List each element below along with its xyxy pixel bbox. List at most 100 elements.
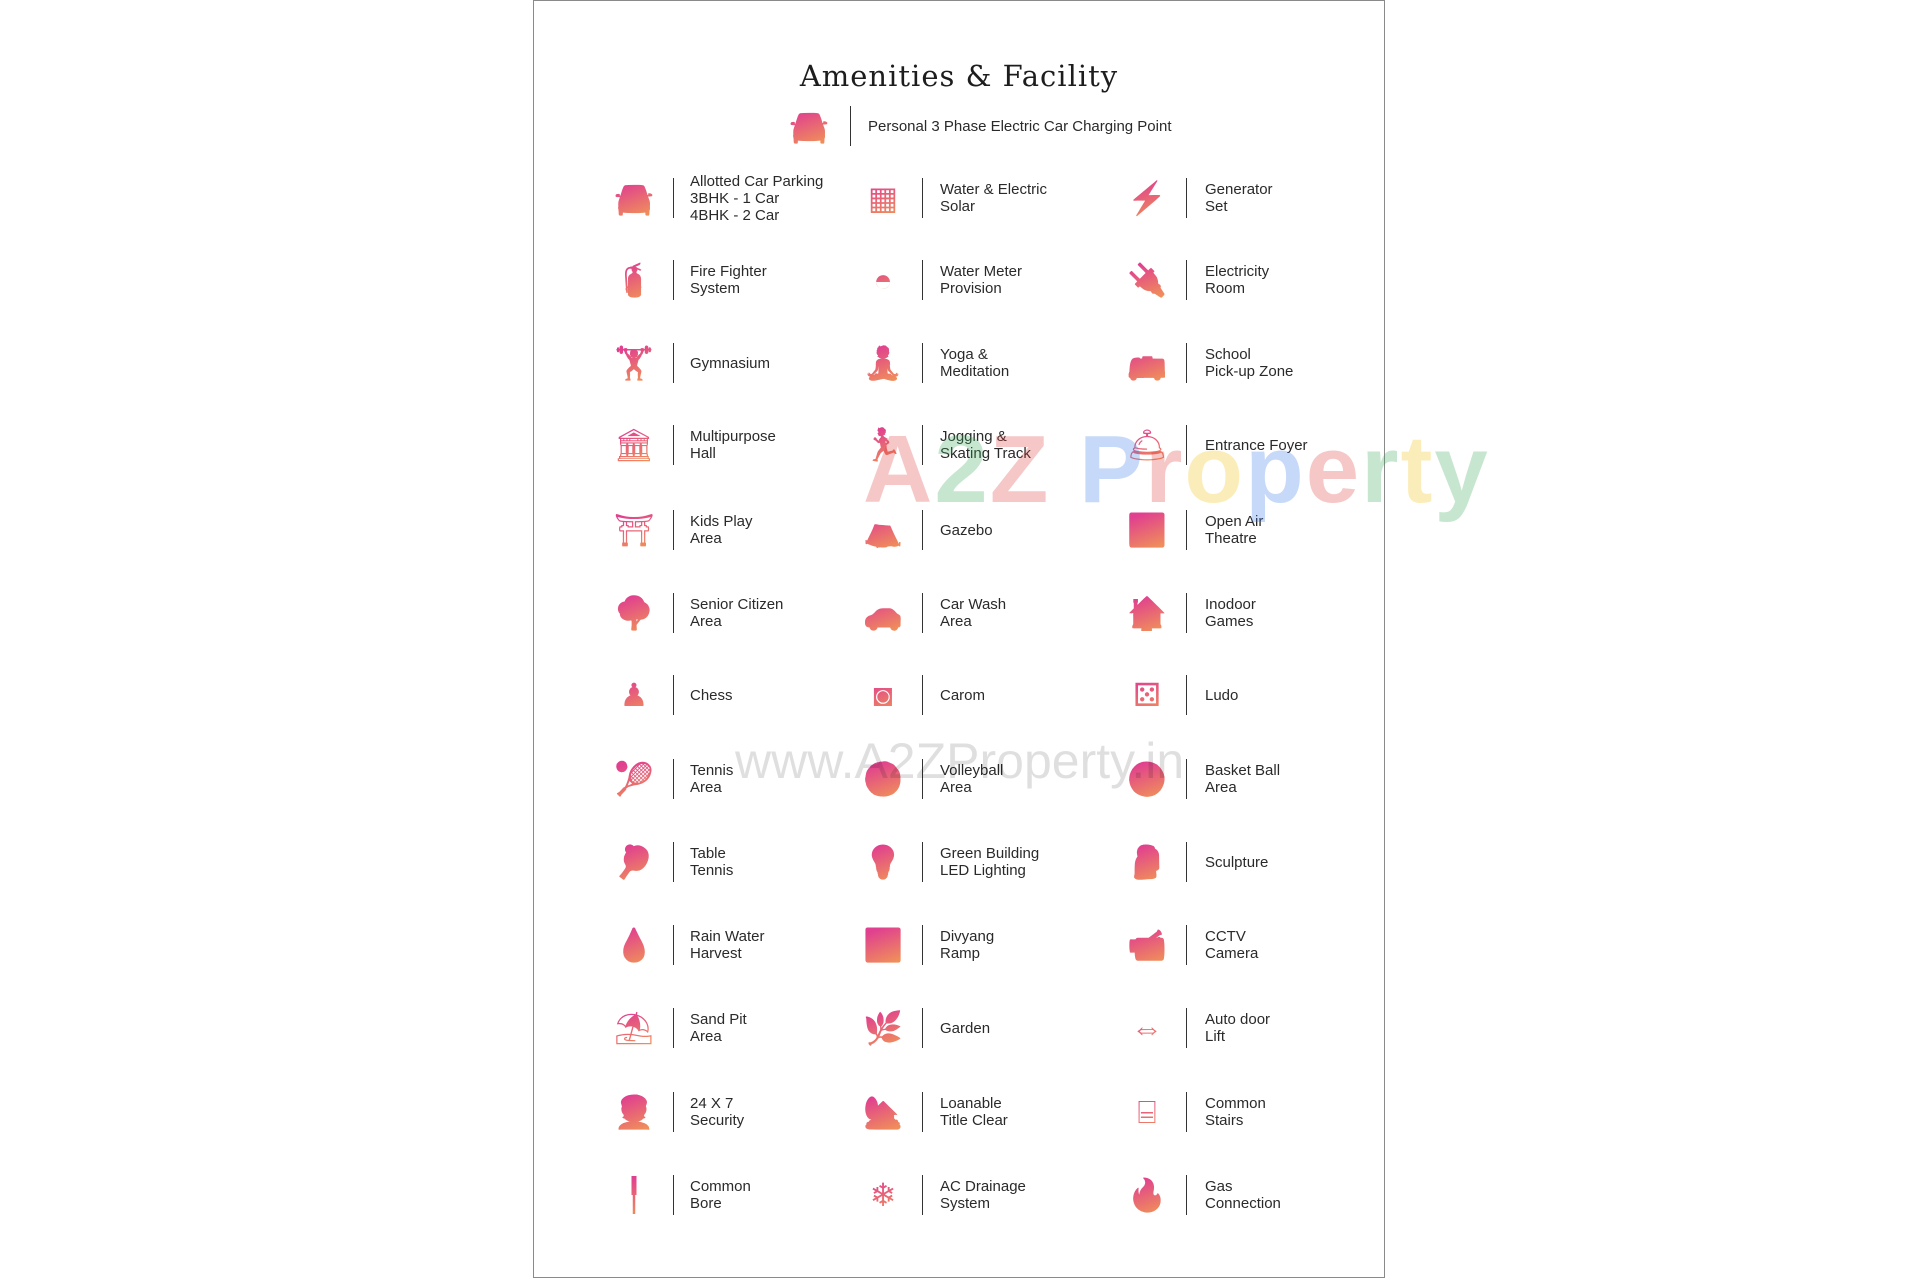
amenity-label: Carom <box>940 667 985 723</box>
amenity-label: Rain Water Harvest <box>690 917 764 973</box>
divider <box>1186 343 1187 383</box>
water-meter-icon: ◓ <box>861 258 905 302</box>
page-title: Amenities & Facility <box>799 59 1119 93</box>
divider <box>1186 260 1187 300</box>
amenity-label: Water Meter Provision <box>940 252 1022 308</box>
amenity-label-line: Open Air <box>1205 513 1264 530</box>
amenity-label: Generator Set <box>1205 170 1273 226</box>
divider <box>922 925 923 965</box>
amenity-label-line: Solar <box>940 198 976 215</box>
amenity-label-line: Gymnasium <box>690 354 771 372</box>
amenity-label-line: Car Wash <box>940 596 1007 613</box>
amenity-label-line: Jogging & <box>940 428 1007 445</box>
amenity-label-line: Loanable <box>940 1095 1002 1112</box>
fire-extinguisher-icon: 🧯 <box>612 258 656 302</box>
bench-tree-icon: 🌳 <box>612 591 656 635</box>
amenity-label: Volleyball Area <box>940 751 1003 807</box>
amenity-label-line: Auto door <box>1205 1011 1271 1028</box>
divider <box>1186 1175 1187 1215</box>
amenity-label-line: Ramp <box>940 945 981 962</box>
amenity-label-line: Area <box>690 779 722 796</box>
divider <box>673 260 674 300</box>
amenity-label: Gas Connection <box>1205 1167 1281 1223</box>
theatre-screen-icon: 🎦 <box>1125 508 1169 552</box>
divider <box>922 842 923 882</box>
amenity-label-line: Divyang <box>940 928 995 945</box>
divider <box>673 510 674 550</box>
amenity-label-line: Rain Water <box>690 928 765 945</box>
amenity-label-line: Entrance Foyer <box>1205 436 1308 454</box>
amenity-label-line: Set <box>1205 198 1228 215</box>
amenity-label: Electricity Room <box>1205 252 1269 308</box>
divider <box>1186 842 1187 882</box>
amenities-sheet: Amenities & Facility 🚘 Personal 3 Phase … <box>533 0 1385 1278</box>
amenity-label: Fire Fighter System <box>690 252 767 308</box>
amenity-label-line: Area <box>690 1028 722 1045</box>
amenity-label: Auto door Lift <box>1205 1000 1270 1056</box>
amenity-label: Tennis Area <box>690 751 733 807</box>
divider <box>1186 1092 1187 1132</box>
amenity-label: AC Drainage System <box>940 1167 1026 1223</box>
amenity-label-line: Area <box>1205 779 1237 796</box>
amenity-label: Common Stairs <box>1205 1084 1266 1140</box>
wheelchair-ramp-icon: ♿ <box>861 923 905 967</box>
amenity-label-line: Tennis <box>690 762 734 779</box>
divider <box>1186 759 1187 799</box>
divider <box>922 1008 923 1048</box>
bore-pipe-icon: ╿ <box>612 1173 656 1217</box>
amenity-label-line: 3BHK - 1 Car <box>690 189 780 207</box>
divider <box>922 178 923 218</box>
divider <box>922 510 923 550</box>
amenity-label-line: Area <box>940 613 972 630</box>
divider <box>673 178 674 218</box>
amenity-label-line: Provision <box>940 280 1002 297</box>
divider <box>922 759 923 799</box>
amenity-label: School Pick-up Zone <box>1205 335 1293 391</box>
ludo-icon: ⚄ <box>1125 673 1169 717</box>
solar-panel-icon: ▦ <box>861 176 905 220</box>
tennis-racket-icon: 🎾 <box>612 757 656 801</box>
amenity-label-line: Games <box>1205 613 1254 630</box>
amenity-label-line: Volleyball <box>940 762 1004 779</box>
divider <box>1186 675 1187 715</box>
gas-stove-icon: 🔥 <box>1125 1173 1169 1217</box>
amenity-label-line: Fire Fighter <box>690 263 767 280</box>
grass-icon: 🌿 <box>861 1006 905 1050</box>
amenity-label-line: Sand Pit <box>690 1011 747 1028</box>
amenity-label: Chess <box>690 667 733 723</box>
amenity-label-line: Area <box>940 779 972 796</box>
amenity-label-line: Pick-up Zone <box>1205 363 1294 380</box>
amenity-label-line: Room <box>1205 280 1246 297</box>
amenity-label-line: Stairs <box>1205 1112 1244 1129</box>
amenity-label-line: Yoga & <box>940 346 988 363</box>
table-tennis-icon: 🏓 <box>612 840 656 884</box>
sand-pit-icon: ⛱ <box>612 1006 656 1050</box>
amenity-label-line: System <box>690 280 741 297</box>
divider <box>922 675 923 715</box>
amenity-label-line: Generator <box>1205 181 1273 198</box>
cctv-icon: 📹 <box>1125 923 1169 967</box>
amenity-label-line: Water Meter <box>940 263 1022 280</box>
amenity-label-line: Basket Ball <box>1205 762 1281 779</box>
divider <box>922 1175 923 1215</box>
amenity-label-line: Carom <box>940 686 986 704</box>
plug-icon: 🔌 <box>1125 258 1169 302</box>
amenity-label-line: Ludo <box>1205 686 1239 704</box>
divider <box>673 675 674 715</box>
divider <box>673 925 674 965</box>
amenity-label: Divyang Ramp <box>940 917 994 973</box>
divider <box>673 343 674 383</box>
amenity-label-line: Allotted Car Parking <box>690 172 824 190</box>
divider <box>922 593 923 633</box>
amenity-label: Allotted Car Parking 3BHK - 1 Car 4BHK - 2… <box>690 170 823 226</box>
amenity-label: CCTV Camera <box>1205 917 1258 973</box>
divider <box>673 1092 674 1132</box>
amenity-label: Yoga & Meditation <box>940 335 1009 391</box>
dumbbell-icon: 🏋 <box>612 341 656 385</box>
amenity-label: Car Wash Area <box>940 585 1006 641</box>
amenity-label-line: Area <box>690 530 722 547</box>
security-guard-icon: 👮 <box>612 1090 656 1134</box>
amenity-label-line: Green Building <box>940 845 1040 862</box>
generator-icon: ⚡ <box>1125 176 1169 220</box>
amenity-label: 24 X 7 Security <box>690 1084 744 1140</box>
